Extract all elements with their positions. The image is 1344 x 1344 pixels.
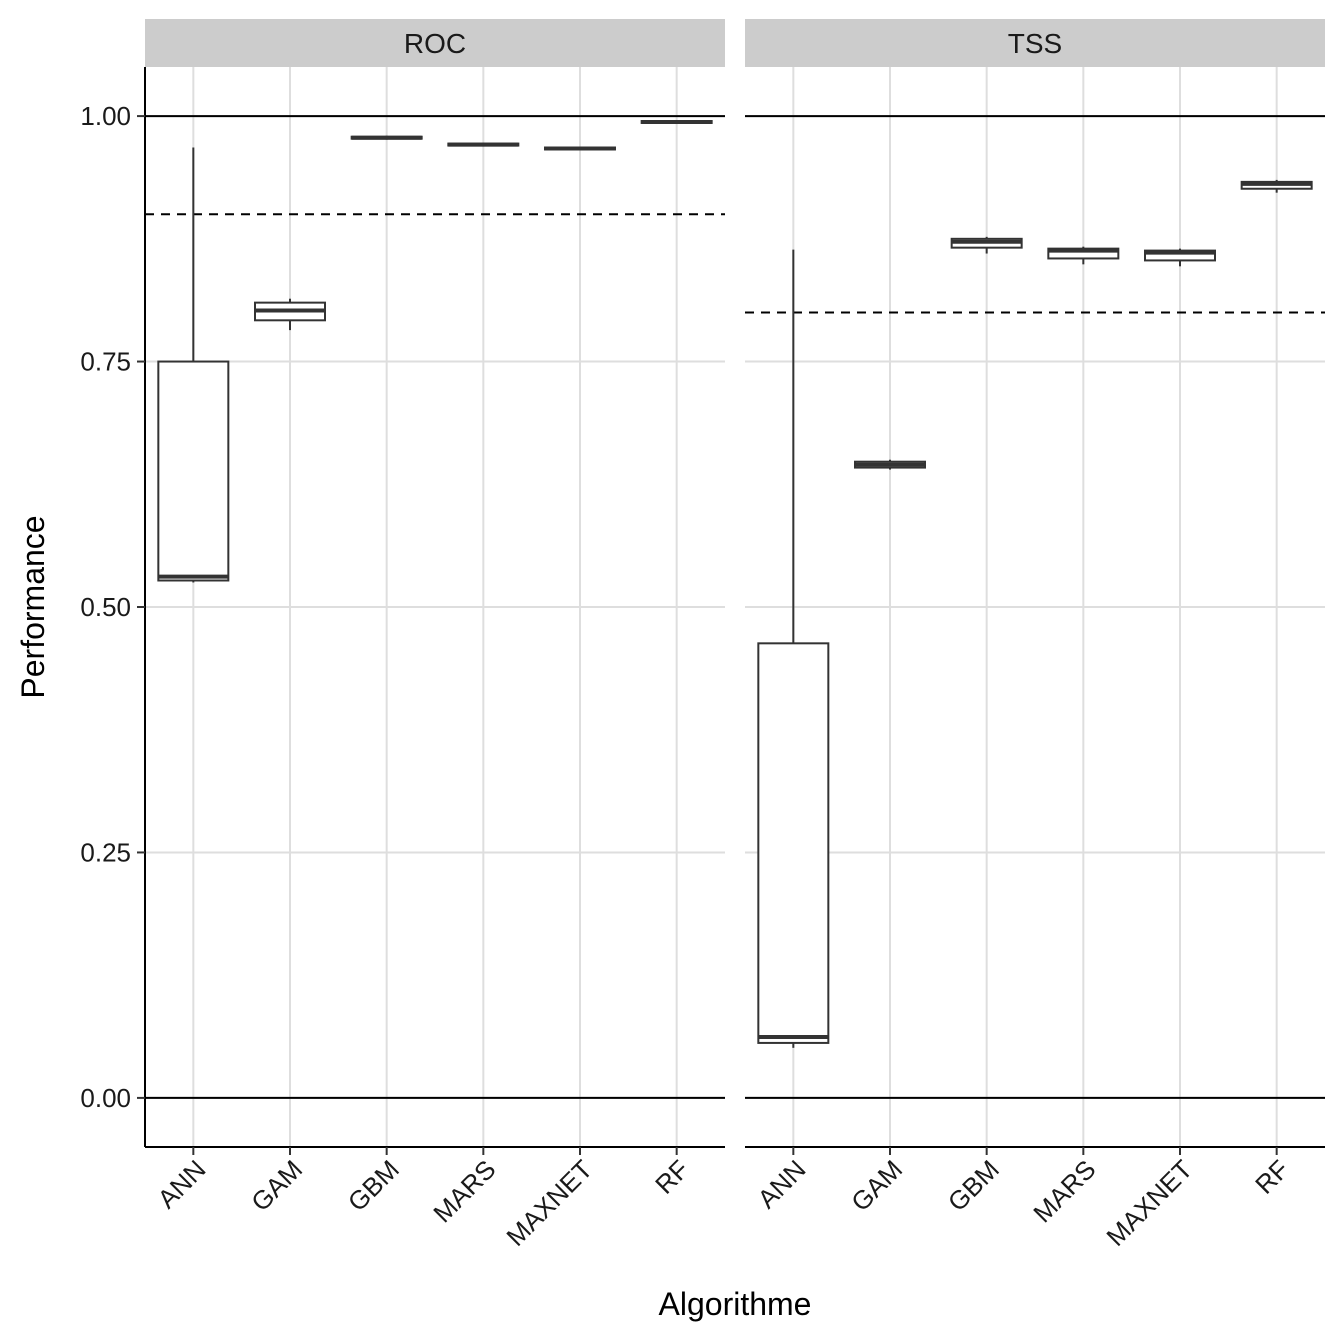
box <box>757 642 830 1044</box>
facet-strip <box>145 19 725 67</box>
facet-strip <box>745 19 1325 67</box>
x-tick-label: GBM <box>942 1154 1005 1217</box>
x-tick-label: RF <box>1249 1154 1295 1200</box>
boxplot-rf <box>1240 179 1313 193</box>
boxplot-ann <box>757 249 830 1048</box>
y-axis-title: Performance <box>15 515 51 698</box>
boxplot-gbm <box>350 135 423 140</box>
boxplot-ann <box>157 147 230 583</box>
x-tick-label: GAM <box>845 1154 908 1217</box>
x-tick-label: MAXNET <box>1100 1154 1198 1252</box>
boxplot-maxnet <box>1144 248 1216 267</box>
boxplot-gam <box>854 459 926 470</box>
boxplot-rf <box>640 119 713 124</box>
x-tick-label: MAXNET <box>500 1154 598 1252</box>
facet-strip-label: ROC <box>404 28 466 59</box>
y-tick-label: 0.50 <box>80 592 131 622</box>
boxplot-maxnet <box>544 146 616 151</box>
x-tick-label: RF <box>649 1154 695 1200</box>
y-tick-label: 0.00 <box>80 1083 131 1113</box>
boxplot-mars <box>1047 246 1120 265</box>
y-tick-label: 0.75 <box>80 347 131 377</box>
boxplot-gam <box>254 298 326 331</box>
boxplot-mars <box>447 142 520 147</box>
y-tick-label: 1.00 <box>80 101 131 131</box>
x-tick-label: GBM <box>342 1154 405 1217</box>
x-tick-label: ANN <box>752 1154 812 1214</box>
facet-strip-label: TSS <box>1008 28 1062 59</box>
x-tick-label: MARS <box>427 1154 501 1228</box>
boxplot-gbm <box>950 236 1023 254</box>
y-tick-label: 0.25 <box>80 837 131 867</box>
box <box>157 360 230 582</box>
x-tick-label: GAM <box>245 1154 308 1217</box>
x-tick-label: MARS <box>1027 1154 1101 1228</box>
x-axis-title: Algorithme <box>659 1286 812 1322</box>
x-tick-label: ANN <box>152 1154 212 1214</box>
